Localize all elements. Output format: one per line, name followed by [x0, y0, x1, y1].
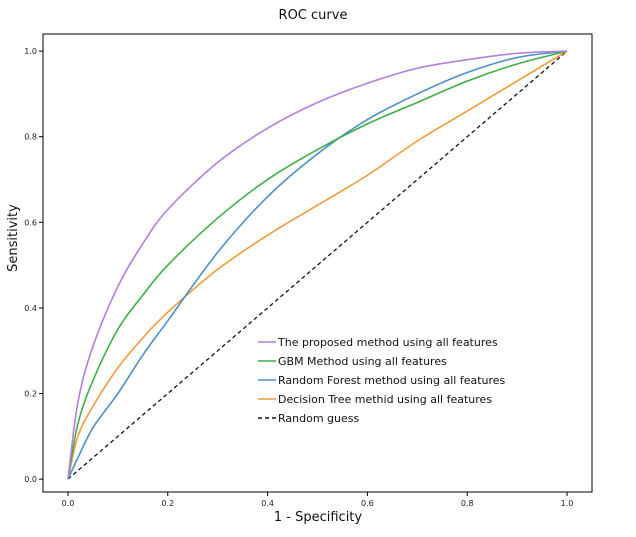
series-line-gbm-method-using-all-features — [67, 50, 568, 480]
y-tick-label: 0.4 — [24, 304, 37, 313]
y-tick-label: 0.2 — [24, 390, 37, 399]
x-tick-label: 0.8 — [461, 499, 474, 508]
x-axis-label: 1 - Specificity — [274, 510, 363, 525]
y-tick-label: 0.0 — [24, 475, 37, 484]
legend-label: The proposed method using all features — [277, 336, 498, 349]
x-tick-label: 0.0 — [62, 499, 75, 508]
legend: The proposed method using all features GB… — [258, 336, 506, 425]
x-tick-label: 1.0 — [561, 499, 574, 508]
y-tick-label: 1.0 — [24, 47, 37, 56]
legend-label: Random Forest method using all features — [278, 374, 506, 387]
series-line-random-guess — [67, 50, 568, 480]
x-tick-label: 0.2 — [161, 499, 174, 508]
x-tick-label: 0.4 — [261, 499, 274, 508]
chart-title: ROC curve — [279, 8, 348, 23]
legend-label: Random guess — [278, 412, 359, 425]
plot-frame — [42, 33, 593, 493]
y-axis-ticks: 0.0 0.2 0.4 0.6 0.8 1.0 — [24, 47, 43, 484]
legend-label: Decision Tree methid using all features — [278, 393, 492, 406]
legend-label: GBM Method using all features — [278, 355, 447, 368]
y-axis-label: Sensitivity — [6, 204, 21, 272]
x-tick-label: 0.6 — [361, 499, 374, 508]
y-tick-label: 0.8 — [24, 133, 37, 142]
x-axis-ticks: 0.0 0.2 0.4 0.6 0.8 1.0 — [62, 492, 574, 508]
series-line-random-forest-method-using-all-features — [67, 50, 568, 480]
series-line-the-proposed-method-using-all-features — [67, 50, 568, 480]
series-layer — [67, 50, 568, 480]
y-tick-label: 0.6 — [24, 218, 37, 227]
series-line-decision-tree-methid-using-all-features — [67, 50, 568, 480]
